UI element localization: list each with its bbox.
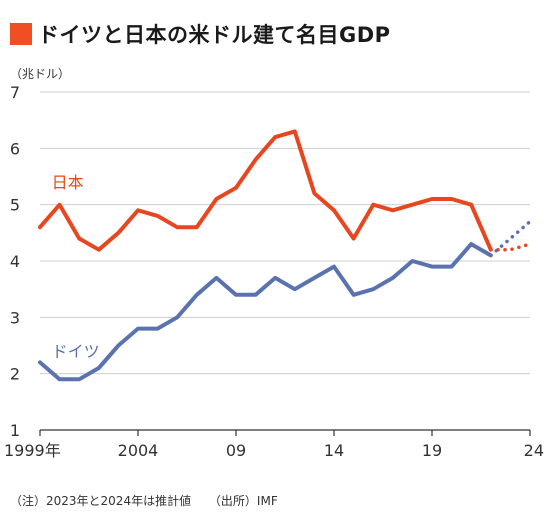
grid-layer [40,91,530,375]
footnote-source: （出所）IMF [208,494,278,508]
series-label-japan: 日本 [52,173,84,192]
series-line-japan [38,129,493,252]
axis-layer [39,429,531,436]
chart-title-bar: ドイツと日本の米ドル建て名目GDP [10,18,391,50]
chart-title: ドイツと日本の米ドル建て名目GDP [38,23,391,47]
y-tick-label: 6 [10,139,20,158]
x-tick-label: 09 [226,441,246,460]
title-marker-square [10,23,32,45]
series-line-germany [38,242,493,382]
x-tick-label: 2004 [118,441,159,460]
series-projection-germany [489,219,532,258]
x-tick-label: 14 [324,441,344,460]
y-unit-label: （兆ドル） [10,67,70,81]
y-tick-label: 3 [10,308,20,327]
x-tick-label: 1999年 [4,441,61,460]
footnote-note: （注）2023年と2024年は推計値 [10,494,192,508]
series-layer [38,129,532,382]
y-tick-label: 4 [10,252,20,271]
y-tick-label: 1 [10,421,20,440]
x-tick-label: 24 [524,441,544,460]
series-projection-japan [489,242,532,252]
y-tick-label: 2 [10,365,20,384]
x-tick-label: 19 [422,441,442,460]
y-tick-label: 7 [10,83,20,102]
footnote: （注）2023年と2024年は推計値 （出所）IMF [10,492,278,509]
y-tick-label: 5 [10,196,20,215]
series-label-germany: ドイツ [52,342,100,361]
